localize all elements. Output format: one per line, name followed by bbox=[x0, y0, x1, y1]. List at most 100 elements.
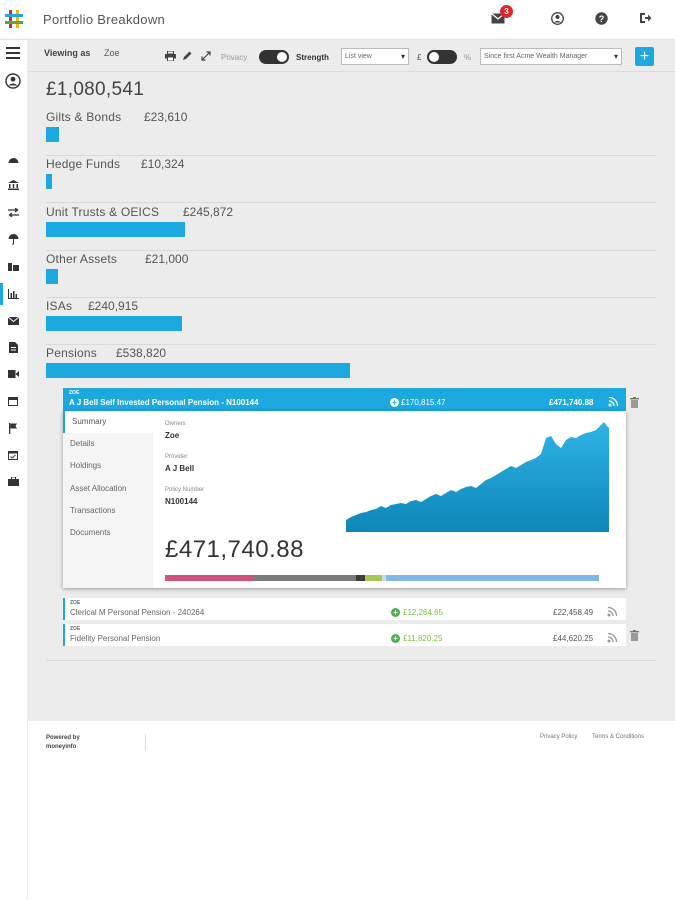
account-big-value: £471,740.88 bbox=[165, 536, 304, 563]
category-value: £10,324 bbox=[141, 157, 185, 171]
percent-label: % bbox=[464, 53, 472, 62]
main-content: Viewing as Zoe Privacy Strength List vie… bbox=[28, 40, 675, 721]
account-value: £22,458.49 bbox=[553, 608, 594, 617]
account-row[interactable]: ZOE Clerical M Personal Pension - 240264 +… bbox=[63, 598, 626, 620]
chart-icon[interactable] bbox=[6, 287, 20, 301]
category-row[interactable]: Pensions £538,820 bbox=[46, 346, 656, 392]
category-value: £240,915 bbox=[88, 299, 139, 313]
svg-text:?: ? bbox=[598, 14, 604, 24]
document-icon[interactable] bbox=[6, 340, 20, 354]
allocation-segment[interactable] bbox=[364, 575, 382, 581]
expand-icon[interactable] bbox=[200, 50, 211, 61]
account-gain: £12,264.65 bbox=[403, 608, 444, 617]
owners-value: Zoe bbox=[165, 431, 180, 440]
category-bar[interactable] bbox=[46, 127, 59, 142]
category-value: £23,610 bbox=[144, 110, 188, 124]
category-value: £21,000 bbox=[145, 252, 189, 266]
account-tabs: Summary Details Holdings Asset Allocatio… bbox=[63, 411, 153, 588]
mail-icon[interactable] bbox=[6, 314, 20, 328]
tab-transactions[interactable]: Transactions bbox=[70, 506, 116, 515]
category-bar[interactable] bbox=[46, 316, 182, 331]
active-nav-marker bbox=[0, 283, 3, 305]
view-mode-select[interactable]: List view ▾ bbox=[341, 48, 409, 65]
app-logo-icon[interactable] bbox=[5, 10, 23, 28]
logout-icon[interactable] bbox=[636, 9, 654, 27]
category-bar[interactable] bbox=[46, 222, 185, 237]
category-label: Other Assets bbox=[46, 252, 118, 266]
calendar-icon[interactable] bbox=[6, 394, 20, 408]
mail-icon[interactable]: 3 bbox=[489, 5, 513, 27]
add-button[interactable]: + bbox=[635, 47, 654, 66]
category-row[interactable]: Unit Trusts & OEICS £245,872 bbox=[46, 205, 656, 251]
dashboard-icon[interactable] bbox=[6, 152, 20, 166]
feed-icon[interactable] bbox=[607, 632, 618, 643]
tab-details[interactable]: Details bbox=[70, 439, 95, 448]
toolbar: Viewing as Zoe Privacy Strength List vie… bbox=[28, 40, 675, 72]
user-circle-icon[interactable] bbox=[548, 9, 566, 27]
category-bar[interactable] bbox=[46, 269, 58, 284]
trash-icon[interactable] bbox=[630, 397, 639, 408]
calendar-check-icon[interactable] bbox=[6, 448, 20, 462]
account-value: £44,620.25 bbox=[553, 634, 594, 643]
privacy-toggle[interactable] bbox=[259, 50, 289, 64]
period-select[interactable]: Since first Acme Wealth Manager ▾ bbox=[480, 48, 622, 65]
umbrella-icon[interactable] bbox=[6, 232, 20, 246]
chevron-down-icon: ▾ bbox=[613, 52, 618, 61]
chevron-down-icon: ▾ bbox=[400, 52, 405, 61]
allocation-segment[interactable] bbox=[355, 575, 365, 581]
category-bar[interactable] bbox=[46, 174, 52, 189]
video-icon[interactable] bbox=[6, 367, 20, 381]
feed-icon[interactable] bbox=[607, 606, 618, 617]
policy-number-label: Policy Number bbox=[165, 487, 205, 493]
property-icon[interactable] bbox=[6, 259, 20, 273]
allocation-segment[interactable] bbox=[253, 575, 356, 581]
valuation-area-chart bbox=[346, 422, 609, 532]
terms-link[interactable]: Terms & Conditions bbox=[592, 734, 645, 740]
help-icon[interactable]: ? bbox=[592, 9, 610, 27]
powered-by-line2: moneyinfo bbox=[46, 744, 77, 750]
print-icon[interactable] bbox=[165, 50, 176, 61]
account-summary-panel: Summary Details Holdings Asset Allocatio… bbox=[63, 411, 626, 588]
viewing-as-name[interactable]: Zoe bbox=[104, 48, 120, 58]
feed-icon[interactable] bbox=[608, 396, 619, 407]
allocation-segment[interactable] bbox=[382, 575, 387, 581]
transfer-icon[interactable] bbox=[6, 205, 20, 219]
bank-icon[interactable] bbox=[6, 178, 20, 192]
tab-holdings[interactable]: Holdings bbox=[70, 461, 102, 470]
account-name: Fidelity Personal Pension bbox=[70, 634, 161, 643]
category-row[interactable]: Other Assets £21,000 bbox=[46, 252, 656, 298]
category-row[interactable]: ISAs £240,915 bbox=[46, 299, 656, 345]
briefcase-icon[interactable] bbox=[6, 474, 20, 488]
allocation-segment[interactable] bbox=[386, 575, 599, 581]
account-row[interactable]: ZOE Fidelity Personal Pension + £11,820.25 £… bbox=[63, 624, 626, 646]
profile-icon[interactable] bbox=[5, 73, 21, 89]
account-name: A J Bell Self Invested Personal Pension … bbox=[69, 398, 259, 407]
privacy-policy-link[interactable]: Privacy Policy bbox=[540, 734, 578, 740]
category-value: £538,820 bbox=[116, 346, 167, 360]
currency-label: £ bbox=[417, 53, 422, 62]
tab-summary[interactable]: Summary bbox=[63, 411, 153, 433]
category-bar[interactable] bbox=[46, 363, 350, 378]
account-value: £471,740.88 bbox=[549, 398, 594, 407]
expanded-account-header[interactable]: ZOE A J Bell Self Invested Personal Pens… bbox=[63, 388, 626, 411]
allocation-segment[interactable] bbox=[165, 575, 254, 581]
category-label: Hedge Funds bbox=[46, 157, 121, 171]
category-row[interactable]: Gilts & Bonds £23,610 bbox=[46, 110, 656, 156]
tab-asset-allocation[interactable]: Asset Allocation bbox=[70, 484, 127, 493]
tab-documents[interactable]: Documents bbox=[70, 528, 111, 537]
powered-by-logo: Powered by moneyinfo bbox=[46, 734, 80, 752]
flag-icon[interactable] bbox=[6, 421, 20, 435]
account-name: Clerical M Personal Pension - 240264 bbox=[70, 608, 205, 617]
provider-value: A J Bell bbox=[165, 464, 195, 473]
valuation-area bbox=[346, 422, 609, 532]
edit-icon[interactable] bbox=[181, 50, 192, 61]
menu-icon[interactable] bbox=[6, 46, 20, 60]
page-title: Portfolio Breakdown bbox=[43, 12, 166, 27]
period-select-value: Since first Acme Wealth Manager bbox=[484, 53, 588, 60]
provider-label: Provider bbox=[165, 454, 188, 460]
category-row[interactable]: Hedge Funds £10,324 bbox=[46, 157, 656, 203]
trash-icon[interactable] bbox=[630, 630, 639, 641]
category-value: £245,872 bbox=[183, 205, 234, 219]
currency-percent-toggle[interactable] bbox=[427, 50, 457, 64]
gain-plus-icon: + bbox=[391, 634, 400, 643]
